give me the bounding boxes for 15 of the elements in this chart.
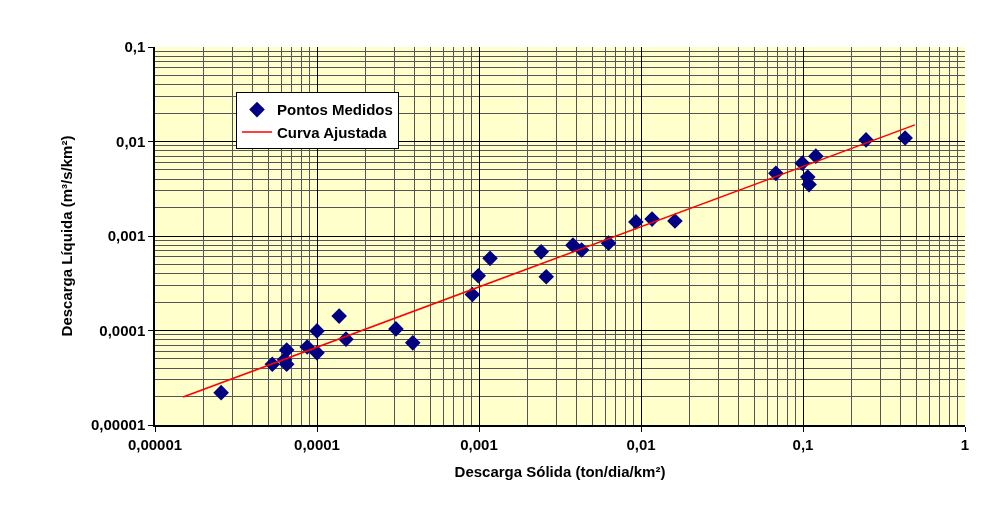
y-tick-label: 0,001 [107,227,146,245]
x-axis-title: Descarga Sólida (ton/dia/km²) [454,463,666,481]
y-axis-title: Descarga Líquida (m³/s/km²) [57,135,75,337]
x-tick-label: 0,1 [792,435,814,453]
y-tick-label: 0,00001 [91,416,146,434]
x-tick-label: 0,0001 [294,435,340,453]
x-tick-label: 0,00001 [127,435,183,453]
x-tick-label: 0,01 [626,435,656,453]
x-tick-label: 0,001 [460,435,498,453]
legend-label: Pontos Medidos [277,101,393,119]
y-tick-label: 0,01 [116,132,146,150]
legend-label: Curva Ajustada [277,123,388,141]
x-tick-label: 1 [960,435,970,453]
y-tick-label: 0,1 [124,38,146,56]
y-tick-label: 0,0001 [99,321,146,339]
